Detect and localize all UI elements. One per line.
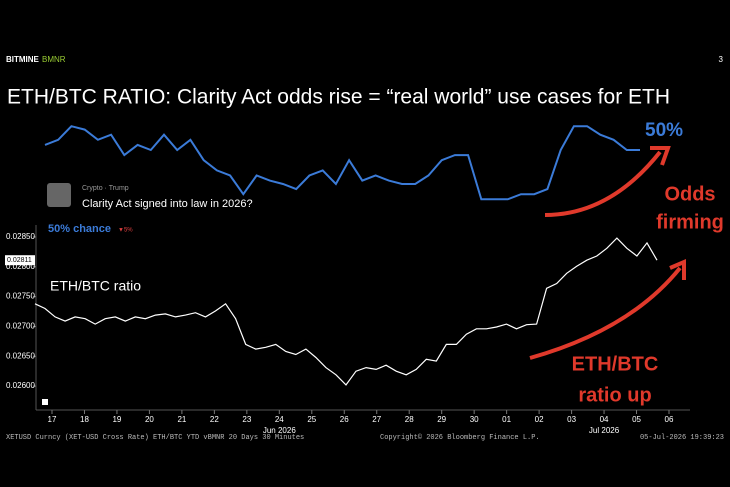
arrow-head — [669, 258, 686, 280]
y-tick-label: 0.02700 — [6, 322, 35, 331]
x-tick-label: 02 — [535, 415, 544, 424]
x-tick-label: 22 — [210, 415, 219, 424]
odds-annotation: 50% — [645, 120, 683, 141]
change-label: ▼5% — [118, 228, 133, 234]
slide-title: ETH/BTC RATIO: Clarity Act odds rise = “… — [7, 86, 670, 109]
ratio-note: ETH/BTC — [572, 353, 659, 375]
x-tick-label: 23 — [242, 415, 251, 424]
legend-box — [42, 399, 48, 405]
y-tick-label: 0.02850 — [6, 232, 35, 241]
x-tick-label: 29 — [437, 415, 446, 424]
brand: BITMINE — [6, 55, 40, 64]
ratio-note: ratio up — [578, 384, 651, 406]
chance-label: 50% chance — [48, 223, 111, 235]
arrow — [544, 150, 662, 217]
x-tick-label: 05 — [632, 415, 641, 424]
ticker: BMNR — [42, 55, 66, 64]
y-tick-label: 0.02800 — [6, 262, 35, 271]
arrow — [529, 266, 682, 360]
market-question: Clarity Act signed into law in 2026? — [82, 198, 253, 210]
x-tick-label: 27 — [372, 415, 381, 424]
x-tick-label: 25 — [307, 415, 316, 424]
last-value-label: 0.02811 — [7, 257, 32, 264]
y-tick-label: 0.02650 — [6, 351, 35, 360]
footer-security: XETUSD Curncy (XET-USD Cross Rate) ETH/B… — [6, 434, 304, 442]
x-tick-label: 03 — [567, 415, 576, 424]
series-label: ETH/BTC ratio — [50, 278, 141, 294]
footer-timestamp: 05-Jul-2026 19:39:23 — [640, 434, 724, 442]
x-tick-label: 17 — [48, 415, 57, 424]
market-icon — [47, 183, 71, 207]
x-tick-label: 18 — [80, 415, 89, 424]
y-tick-label: 0.02600 — [6, 381, 35, 390]
x-tick-label: 28 — [405, 415, 414, 424]
x-tick-label: 26 — [340, 415, 349, 424]
last-value-box — [5, 255, 35, 266]
footer-copyright: Copyright© 2026 Bloomberg Finance L.P. — [380, 433, 540, 442]
data-line — [34, 237, 658, 386]
y-tick-label: 0.02750 — [6, 292, 35, 301]
month-label: Jun 2026 — [263, 426, 296, 435]
odds-note: Odds — [664, 183, 715, 205]
x-tick-label: 19 — [112, 415, 121, 424]
x-tick-label: 01 — [502, 415, 511, 424]
page-number: 3 — [719, 55, 724, 64]
month-label: Jul 2026 — [589, 426, 620, 435]
market-source: Crypto · Trump — [82, 185, 129, 192]
odds-note: firming — [656, 211, 724, 233]
data-line — [44, 125, 640, 201]
x-tick-label: 20 — [145, 415, 154, 424]
x-tick-label: 24 — [275, 415, 284, 424]
x-tick-label: 30 — [470, 415, 479, 424]
arrow-head — [650, 146, 671, 166]
x-tick-label: 21 — [177, 415, 186, 424]
x-tick-label: 04 — [600, 415, 609, 424]
x-tick-label: 06 — [665, 415, 674, 424]
